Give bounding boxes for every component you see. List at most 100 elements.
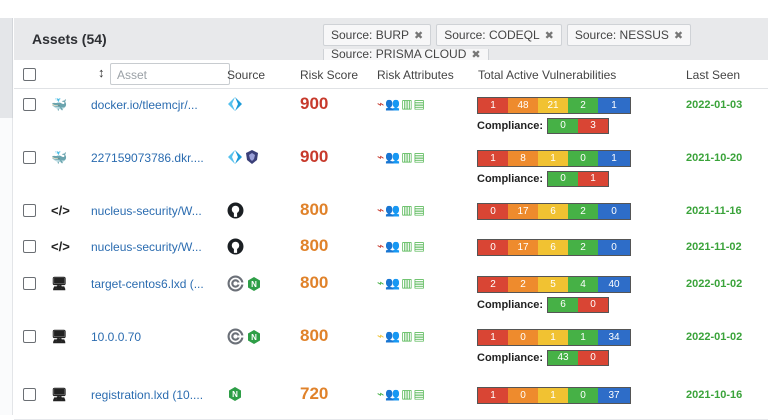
side-panel bbox=[0, 18, 13, 118]
filter-chip-label: Source: PRISMA CLOUD bbox=[331, 49, 467, 60]
table-row[interactable]: 🐳 docker.io/tleemcjr/... 900 ⌁👥▥▤ 1 48 21 2 1 Com… bbox=[14, 89, 768, 143]
svg-text:N: N bbox=[232, 390, 238, 399]
vuln-segment: 2 bbox=[508, 277, 538, 292]
close-icon[interactable]: ✖ bbox=[673, 30, 684, 42]
source-icons: N bbox=[227, 275, 262, 297]
close-icon[interactable]: ✖ bbox=[544, 30, 554, 42]
vuln-segment: 4 bbox=[568, 277, 598, 292]
filter-chip[interactable]: Source: NESSUS ✖ bbox=[566, 24, 692, 46]
row-checkbox[interactable] bbox=[23, 204, 36, 217]
compliance: Compliance: 0 3 bbox=[477, 118, 610, 134]
building-icon: ▥ bbox=[401, 203, 414, 217]
filter-chip[interactable]: Source: PRISMA CLOUD ✖ bbox=[323, 49, 489, 60]
monitor-icon: 🖥 bbox=[51, 276, 68, 291]
last-seen-date: 2021-10-16 bbox=[686, 389, 743, 401]
plug-icon: ⌁ bbox=[377, 203, 386, 217]
column-risk-attributes[interactable]: Risk Attributes bbox=[377, 68, 454, 82]
asset-link[interactable]: 227159073786.dkr.... bbox=[91, 151, 204, 165]
filter-chips: Source: BURP ✖ Source: CODEQL ✖ Source: NE… bbox=[323, 24, 692, 46]
sort-icon[interactable]: ↕ bbox=[98, 65, 105, 80]
asset-link[interactable]: target-centos6.lxd (... bbox=[91, 277, 204, 291]
asset-link[interactable]: docker.io/tleemcjr/... bbox=[91, 98, 198, 112]
row-checkbox[interactable] bbox=[23, 388, 36, 401]
asset-search-input[interactable]: Asset bbox=[110, 63, 230, 85]
tenable-icon bbox=[227, 328, 244, 350]
table-row[interactable]: </> nucleus-security/W... 800 ⌁👥▥▤ 0 17 6 2 0 202… bbox=[14, 195, 768, 232]
vuln-segment: 0 bbox=[508, 330, 538, 345]
table-row[interactable]: </> nucleus-security/W... 800 ⌁👥▥▤ 0 17 6 2 0 202… bbox=[14, 231, 768, 269]
vulnerability-bar[interactable]: 1 48 21 2 1 bbox=[477, 97, 631, 114]
code-icon: </> bbox=[51, 203, 70, 218]
building-icon: ▥ bbox=[401, 97, 414, 111]
row-checkbox[interactable] bbox=[23, 240, 36, 253]
select-all-checkbox[interactable] bbox=[23, 68, 36, 81]
risk-score: 800 bbox=[300, 200, 329, 219]
last-seen-date: 2021-11-16 bbox=[686, 205, 742, 217]
risk-attributes: ⌁👥▥▤ bbox=[377, 387, 426, 401]
column-risk-score[interactable]: Risk Score bbox=[300, 68, 359, 82]
tenable-icon bbox=[227, 275, 244, 297]
vuln-segment: 2 bbox=[568, 240, 598, 255]
compliance-bar[interactable]: 43 0 bbox=[547, 350, 610, 366]
compliance: Compliance: 43 0 bbox=[477, 350, 610, 366]
column-total-active-vulnerabilities[interactable]: Total Active Vulnerabilities bbox=[478, 68, 617, 82]
vuln-segment: 2 bbox=[568, 204, 598, 219]
compliance-fail: 1 bbox=[578, 172, 609, 186]
code-icon: </> bbox=[51, 239, 70, 254]
source-icons bbox=[227, 202, 244, 224]
table-row[interactable]: 🖥 10.0.0.70 N 800 ⌁👥▥▤ 1 0 1 1 34 Compliance: 43 0 20… bbox=[14, 321, 768, 380]
vuln-segment: 1 bbox=[478, 151, 508, 166]
compliance-pass: 0 bbox=[548, 172, 579, 186]
close-icon[interactable]: ✖ bbox=[414, 30, 424, 42]
table-row[interactable]: 🖥 target-centos6.lxd (... N 800 ⌁👥▥▤ 2 2 5 4 40 Co… bbox=[14, 268, 768, 322]
asset-link[interactable]: registration.lxd (10.... bbox=[91, 388, 204, 402]
column-last-seen[interactable]: Last Seen bbox=[686, 68, 741, 82]
row-checkbox[interactable] bbox=[23, 98, 36, 111]
source-icons: N bbox=[227, 328, 262, 350]
vuln-segment: 0 bbox=[568, 151, 598, 166]
vulnerability-bar[interactable]: 1 0 1 1 34 bbox=[477, 329, 631, 346]
plug-icon: ⌁ bbox=[377, 387, 386, 401]
vulnerability-bar[interactable]: 0 17 6 2 0 bbox=[477, 239, 631, 256]
vulnerability-bar[interactable]: 1 0 1 0 37 bbox=[477, 387, 631, 404]
list-icon: ▤ bbox=[413, 329, 426, 343]
users-icon: 👥 bbox=[385, 150, 402, 164]
vuln-segment: 0 bbox=[598, 204, 630, 219]
risk-score: 720 bbox=[300, 384, 329, 403]
list-icon: ▤ bbox=[413, 387, 426, 401]
compliance-fail: 3 bbox=[578, 119, 609, 133]
asset-link[interactable]: nucleus-security/W... bbox=[91, 204, 202, 218]
row-checkbox[interactable] bbox=[23, 330, 36, 343]
users-icon: 👥 bbox=[385, 239, 402, 253]
risk-score: 900 bbox=[300, 147, 329, 166]
risk-attributes: ⌁👥▥▤ bbox=[377, 97, 426, 111]
vuln-segment: 0 bbox=[478, 204, 508, 219]
compliance-pass: 6 bbox=[548, 298, 579, 312]
svg-text:N: N bbox=[251, 280, 257, 289]
vuln-segment: 1 bbox=[478, 388, 508, 403]
table-row[interactable]: 🐳 227159073786.dkr.... 900 ⌁👥▥▤ 1 8 1 0 1 Complia… bbox=[14, 142, 768, 196]
filter-chip-label: Source: CODEQL bbox=[444, 28, 540, 42]
table-row[interactable]: 🖥 registration.lxd (10.... N 720 ⌁👥▥▤ 1 0 1 0 37 2… bbox=[14, 379, 768, 420]
asset-link[interactable]: 10.0.0.70 bbox=[91, 330, 142, 344]
column-source[interactable]: Source bbox=[227, 68, 266, 82]
asset-link[interactable]: nucleus-security/W... bbox=[91, 240, 202, 254]
vulnerability-bar[interactable]: 0 17 6 2 0 bbox=[477, 203, 631, 220]
risk-attributes: ⌁👥▥▤ bbox=[377, 276, 426, 290]
asset-search-placeholder: Asset bbox=[117, 68, 148, 82]
vuln-segment: 8 bbox=[508, 151, 538, 166]
close-icon[interactable]: ✖ bbox=[471, 49, 481, 60]
row-checkbox[interactable] bbox=[23, 277, 36, 290]
monitor-icon: 🖥 bbox=[51, 387, 68, 402]
compliance-label: Compliance: bbox=[477, 352, 544, 364]
filter-chip[interactable]: Source: CODEQL ✖ bbox=[436, 24, 562, 46]
vulnerability-bar[interactable]: 2 2 5 4 40 bbox=[477, 276, 631, 293]
compliance: Compliance: 6 0 bbox=[477, 297, 610, 313]
github-icon bbox=[227, 238, 244, 260]
row-checkbox[interactable] bbox=[23, 151, 36, 164]
filter-chip[interactable]: Source: BURP ✖ bbox=[323, 24, 432, 46]
